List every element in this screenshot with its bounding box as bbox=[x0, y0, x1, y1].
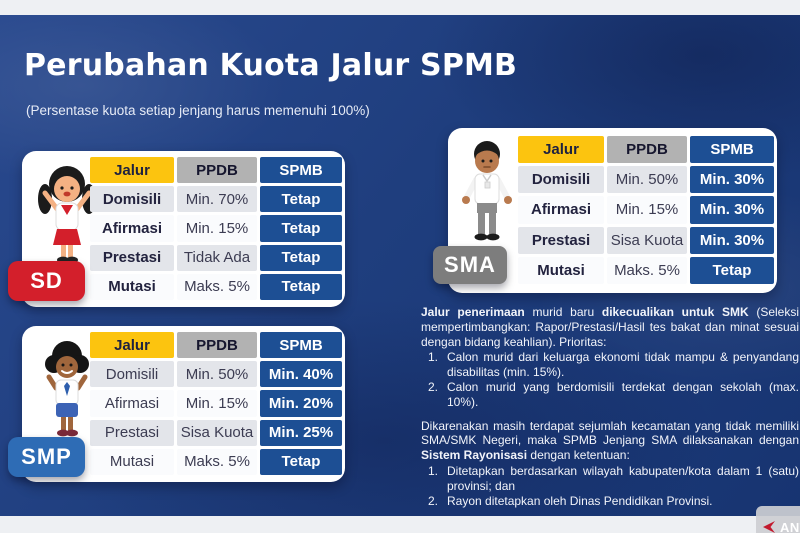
sma-header-ppdb: PPDB bbox=[607, 136, 687, 163]
sd-badge-label: SD bbox=[30, 268, 63, 293]
sd-badge: SD bbox=[8, 261, 85, 301]
notes-text: Dikarenakan masih terdapat sejumlah keca… bbox=[421, 418, 799, 448]
page-title: Perubahan Kuota Jalur SPMB bbox=[24, 48, 518, 83]
smp-row-ppdb: Maks. 5% bbox=[177, 448, 257, 475]
sma-badge: SMA bbox=[433, 246, 507, 284]
sma-row-spmb: Tetap bbox=[690, 256, 774, 284]
sma-header-jalur: Jalur bbox=[518, 136, 604, 163]
smp-student-illustration bbox=[45, 341, 89, 437]
sma-row-jalur: Prestasi bbox=[518, 226, 604, 254]
sma-row-ppdb: Min. 15% bbox=[607, 196, 687, 224]
sd-row-jalur: Afirmasi bbox=[90, 215, 174, 242]
sma-row-jalur: Afirmasi bbox=[518, 196, 604, 224]
sma-student-illustration bbox=[462, 141, 512, 241]
sd-row-spmb: Tetap bbox=[260, 186, 342, 213]
background: Perubahan Kuota Jalur SPMB (Persentase k… bbox=[0, 15, 800, 533]
sma-row-ppdb: Min. 50% bbox=[607, 166, 687, 194]
rayonisasi-paragraph: Dikarenakan masih terdapat sejumlah keca… bbox=[421, 419, 799, 463]
sd-row-jalur: Prestasi bbox=[90, 244, 174, 271]
list-number: 1. bbox=[428, 350, 439, 365]
smk-exception-paragraph: Jalur penerimaan murid baru dikecualikan… bbox=[421, 305, 799, 349]
sma-row-spmb: Min. 30% bbox=[690, 196, 774, 224]
smp-row-ppdb: Min. 15% bbox=[177, 390, 257, 417]
sd-card: Jalur PPDB SPMB Domisili Min. 70% Tetap … bbox=[22, 151, 345, 307]
rayon-list-item: 1. Ditetapkan berdasarkan wilayah kabupa… bbox=[421, 464, 799, 494]
list-number: 1. bbox=[428, 463, 439, 478]
antara-logo-icon bbox=[763, 521, 775, 533]
sd-table: Jalur PPDB SPMB Domisili Min. 70% Tetap … bbox=[90, 157, 342, 300]
sma-row-spmb: Min. 30% bbox=[690, 166, 774, 194]
sma-card: Jalur PPDB SPMB Domisili Min. 50% Min. 3… bbox=[448, 128, 777, 293]
sd-header-spmb: SPMB bbox=[260, 157, 342, 183]
priority-list-item: 1. Calon murid dari keluarga ekonomi tid… bbox=[421, 350, 799, 380]
page-subtitle: (Persentase kuota setiap jenjang harus m… bbox=[26, 103, 370, 118]
sma-row-ppdb: Sisa Kuota bbox=[607, 226, 687, 254]
list-text: Calon murid dari keluarga ekonomi tidak … bbox=[447, 350, 799, 380]
smp-table: Jalur PPDB SPMB Domisili Min. 50% Min. 4… bbox=[90, 332, 342, 475]
sd-row-jalur: Mutasi bbox=[90, 273, 174, 300]
sma-row-spmb: Min. 30% bbox=[690, 226, 774, 254]
smp-badge: SMP bbox=[8, 437, 85, 477]
sd-row-spmb: Tetap bbox=[260, 215, 342, 242]
sd-row-ppdb: Min. 70% bbox=[177, 186, 257, 213]
smp-row-jalur: Prestasi bbox=[90, 419, 174, 446]
notes: Jalur penerimaan murid baru dikecualikan… bbox=[421, 305, 799, 508]
top-margin-strip bbox=[0, 0, 800, 15]
sma-row-jalur: Domisili bbox=[518, 166, 604, 194]
smp-badge-label: SMP bbox=[21, 444, 72, 469]
rayon-list-item: 2. Rayon ditetapkan oleh Dinas Pendidika… bbox=[421, 494, 799, 509]
sd-row-jalur: Domisili bbox=[90, 186, 174, 213]
smp-header-jalur: Jalur bbox=[90, 332, 174, 358]
smp-row-jalur: Domisili bbox=[90, 361, 174, 388]
smp-row-spmb: Tetap bbox=[260, 448, 342, 475]
smp-row-jalur: Mutasi bbox=[90, 448, 174, 475]
sma-badge-label: SMA bbox=[444, 252, 496, 277]
sd-row-spmb: Tetap bbox=[260, 244, 342, 271]
smp-row-ppdb: Sisa Kuota bbox=[177, 419, 257, 446]
notes-bold: Jalur penerimaan bbox=[421, 305, 525, 319]
smp-card: Jalur PPDB SPMB Domisili Min. 50% Min. 4… bbox=[22, 326, 345, 482]
notes-text: dengan ketentuan: bbox=[527, 448, 630, 463]
sd-row-ppdb: Tidak Ada bbox=[177, 244, 257, 271]
smp-header-ppdb: PPDB bbox=[177, 332, 257, 358]
sd-header-jalur: Jalur bbox=[90, 157, 174, 183]
antara-watermark-text: ANT bbox=[780, 519, 800, 533]
sd-row-ppdb: Maks. 5% bbox=[177, 273, 257, 300]
smp-row-spmb: Min. 25% bbox=[260, 419, 342, 446]
notes-bold: Sistem Rayonisasi bbox=[421, 448, 528, 463]
smp-row-jalur: Afirmasi bbox=[90, 390, 174, 417]
notes-text: (Seleksi mempertimbangkan: Rapor/Prestas… bbox=[421, 305, 800, 349]
antara-watermark: ANT bbox=[756, 506, 800, 533]
sd-header-ppdb: PPDB bbox=[177, 157, 257, 183]
smp-row-spmb: Min. 40% bbox=[260, 361, 342, 388]
list-number: 2. bbox=[428, 493, 439, 508]
smp-row-spmb: Min. 20% bbox=[260, 390, 342, 417]
sma-row-ppdb: Maks. 5% bbox=[607, 256, 687, 284]
bottom-margin-strip bbox=[0, 516, 800, 533]
list-text: Ditetapkan berdasarkan wilayah kabupaten… bbox=[447, 463, 799, 493]
smp-header-spmb: SPMB bbox=[260, 332, 342, 358]
sma-header-spmb: SPMB bbox=[690, 136, 774, 163]
sd-row-spmb: Tetap bbox=[260, 273, 342, 300]
list-number: 2. bbox=[428, 379, 439, 394]
sma-row-jalur: Mutasi bbox=[518, 256, 604, 284]
list-text: Rayon ditetapkan oleh Dinas Pendidikan P… bbox=[447, 493, 713, 508]
notes-bold: dikecualikan untuk SMK bbox=[601, 305, 749, 319]
sma-table: Jalur PPDB SPMB Domisili Min. 50% Min. 3… bbox=[518, 136, 774, 284]
list-text: Calon murid yang berdomisili terdekat de… bbox=[447, 379, 799, 409]
priority-list-item: 2. Calon murid yang berdomisili terdekat… bbox=[421, 380, 799, 410]
sd-row-ppdb: Min. 15% bbox=[177, 215, 257, 242]
notes-text: murid baru bbox=[524, 305, 602, 319]
smp-row-ppdb: Min. 50% bbox=[177, 361, 257, 388]
